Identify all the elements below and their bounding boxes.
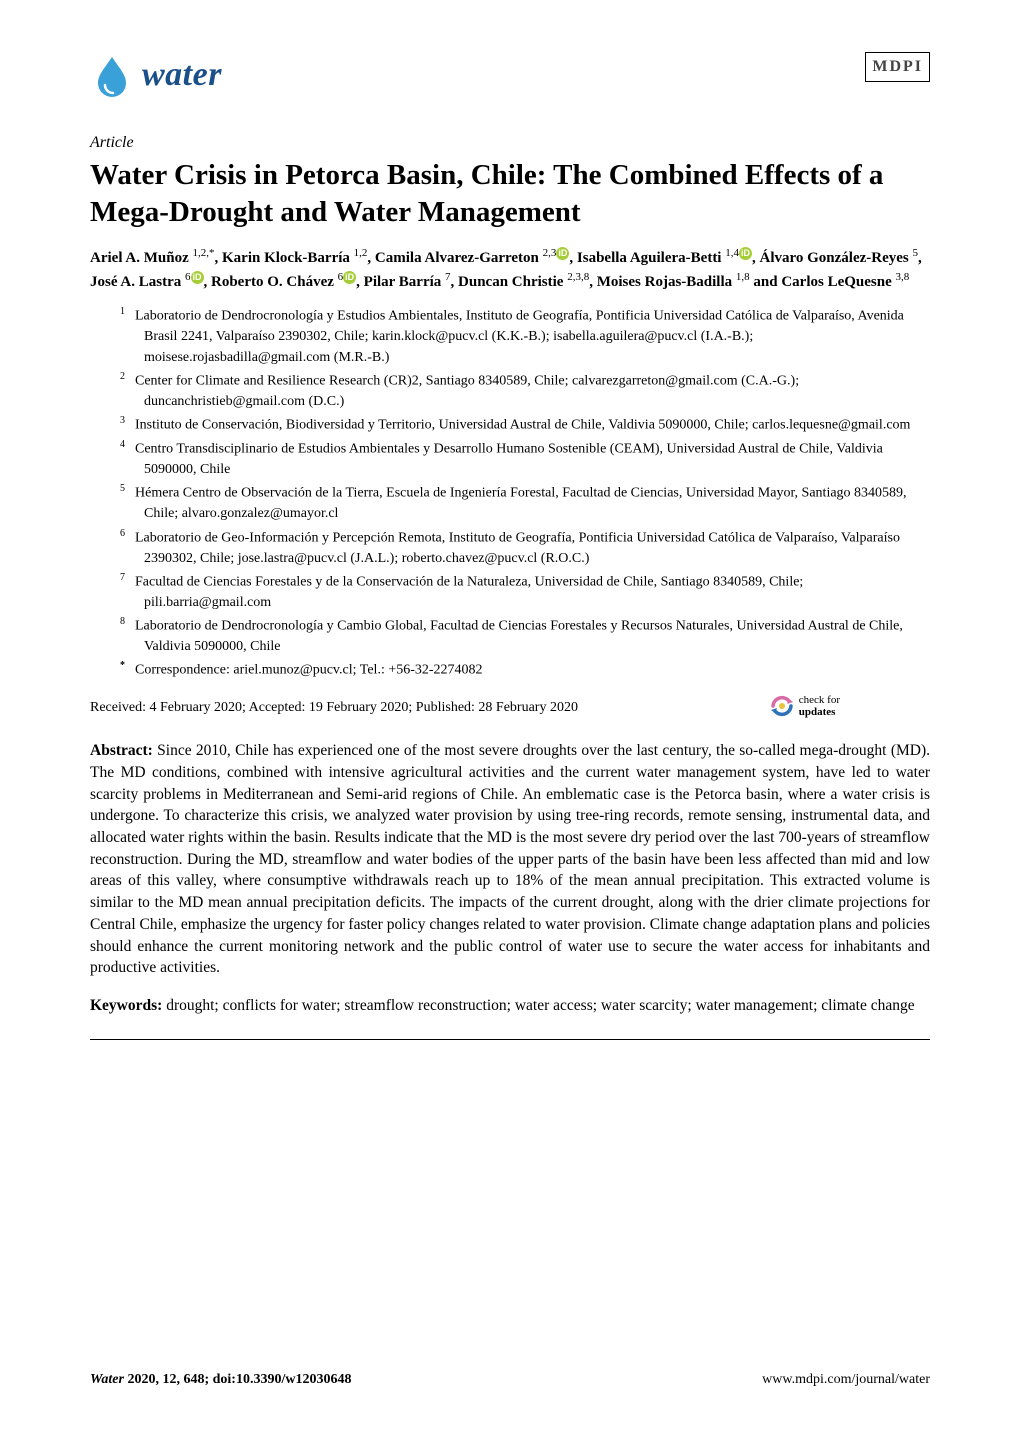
affiliation-item: 4Centro Transdisciplinario de Estudios A…: [120, 438, 930, 480]
affiliation-item: *Correspondence: ariel.munoz@pucv.cl; Te…: [120, 659, 930, 681]
keywords-label: Keywords:: [90, 997, 162, 1014]
affiliation-item: 6Laboratorio de Geo-Información y Percep…: [120, 527, 930, 569]
journal-name: water: [142, 52, 222, 98]
footer-journal: Water: [90, 1372, 124, 1387]
page-footer: Water 2020, 12, 648; doi:10.3390/w120306…: [90, 1371, 930, 1390]
keywords-text: drought; conflicts for water; streamflow…: [162, 997, 914, 1014]
top-bar: water MDPI: [90, 52, 930, 98]
check-updates-icon: [769, 693, 795, 719]
affiliation-item: 2Center for Climate and Resilience Resea…: [120, 370, 930, 412]
article-type-label: Article: [90, 132, 930, 154]
check-updates-line1: check for: [799, 694, 840, 706]
abstract-block: Abstract: Since 2010, Chile has experien…: [90, 740, 930, 979]
footer-citation: 2020, 12, 648; doi:10.3390/w12030648: [124, 1372, 352, 1387]
abstract-label: Abstract:: [90, 742, 153, 759]
orcid-icon[interactable]: iD: [343, 271, 356, 284]
abstract-text: Since 2010, Chile has experienced one of…: [90, 742, 930, 976]
check-for-updates-badge[interactable]: check for updates: [769, 693, 840, 719]
water-drop-icon: [90, 53, 134, 97]
orcid-icon[interactable]: iD: [556, 247, 569, 260]
keywords-block: Keywords: drought; conflicts for water; …: [90, 995, 930, 1017]
article-title: Water Crisis in Petorca Basin, Chile: Th…: [90, 157, 930, 230]
affiliation-item: 5Hémera Centro de Observación de la Tier…: [120, 482, 930, 524]
section-divider: [90, 1039, 930, 1040]
footer-right[interactable]: www.mdpi.com/journal/water: [762, 1371, 930, 1390]
journal-logo: water: [90, 52, 222, 98]
orcid-icon[interactable]: iD: [739, 247, 752, 260]
affiliation-item: 8Laboratorio de Dendrocronología y Cambi…: [120, 615, 930, 657]
affiliation-item: 1Laboratorio de Dendrocronología y Estud…: [120, 305, 930, 368]
affiliation-item: 3Instituto de Conservación, Biodiversida…: [120, 414, 930, 436]
check-updates-line2: updates: [799, 706, 836, 718]
footer-left: Water 2020, 12, 648; doi:10.3390/w120306…: [90, 1371, 351, 1390]
orcid-icon[interactable]: iD: [191, 271, 204, 284]
affiliation-list: 1Laboratorio de Dendrocronología y Estud…: [120, 305, 930, 681]
publisher-mark: MDPI: [865, 52, 930, 82]
check-updates-text: check for updates: [799, 694, 840, 718]
author-list: Ariel A. Muñoz 1,2,*, Karin Klock-Barría…: [90, 246, 930, 294]
affiliation-item: 7Facultad de Ciencias Forestales y de la…: [120, 571, 930, 613]
